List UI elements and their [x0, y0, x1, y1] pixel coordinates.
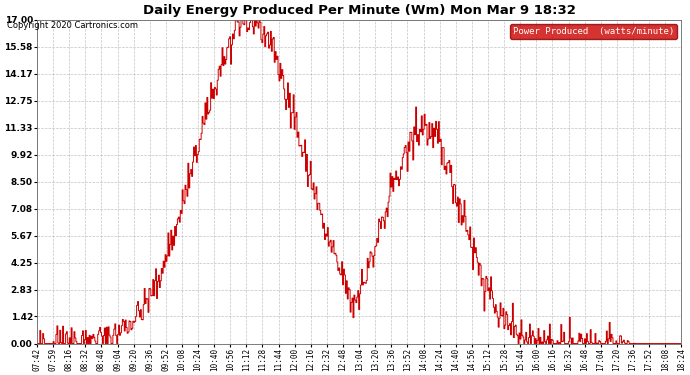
Legend: Power Produced  (watts/minute): Power Produced (watts/minute) [510, 24, 677, 39]
Title: Daily Energy Produced Per Minute (Wm) Mon Mar 9 18:32: Daily Energy Produced Per Minute (Wm) Mo… [143, 4, 575, 17]
Text: Copyright 2020 Cartronics.com: Copyright 2020 Cartronics.com [7, 21, 138, 30]
